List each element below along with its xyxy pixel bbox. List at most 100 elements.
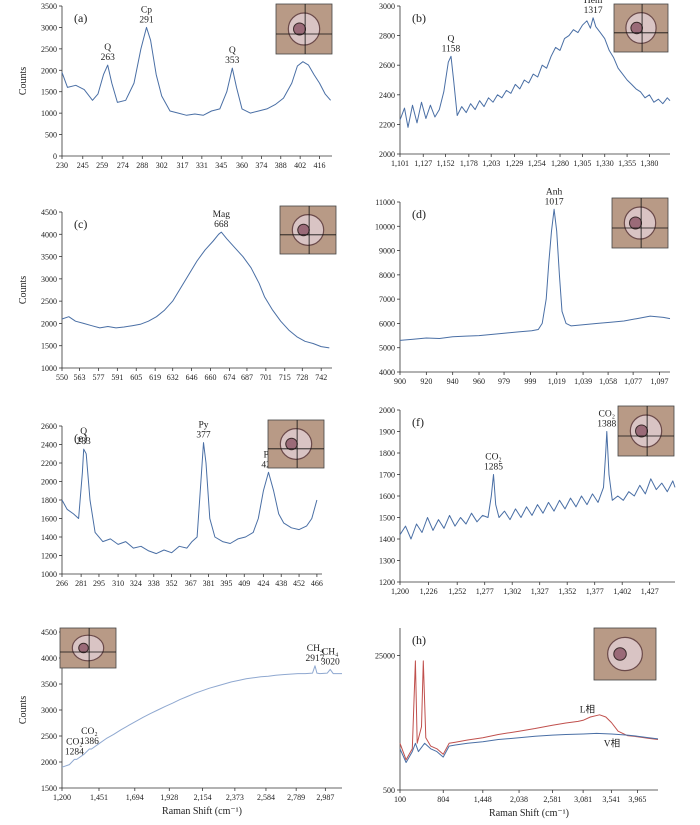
x-tick-label: 550 — [56, 373, 68, 382]
x-tick-label: 3,965 — [628, 795, 646, 804]
bubble-shape — [635, 424, 649, 438]
x-tick-label: 374 — [255, 161, 267, 170]
inclusion-photo-g — [59, 627, 117, 669]
x-tick-label: 1,352 — [558, 587, 576, 596]
bubble-shape — [293, 22, 307, 36]
peak-value: 283 — [77, 437, 92, 447]
panel-label: (c) — [74, 217, 87, 231]
photo-background — [279, 205, 337, 255]
y-tick-label: 1700 — [379, 471, 395, 480]
chart-panel-a: 0 500 1000 1500 2000 2500 3000 3500 230 245 259 274… — [18, 2, 333, 170]
x-tick-label: 331 — [196, 161, 208, 170]
series-label: V相 — [604, 738, 620, 750]
peak-label: Q — [229, 46, 236, 56]
x-tick-label: 452 — [293, 579, 305, 588]
x-tick-label: 1,200 — [53, 793, 71, 802]
y-tick-label: 1200 — [379, 578, 395, 587]
panel-label: (f) — [412, 415, 424, 429]
x-tick-label: 360 — [236, 161, 248, 170]
x-tick-label: 1,203 — [482, 159, 500, 168]
x-tick-label: 438 — [275, 579, 287, 588]
peak-label: Q — [448, 34, 455, 44]
x-tick-label: 1,280 — [551, 159, 569, 168]
x-axis-label: Raman Shift (cm⁻¹) — [489, 808, 569, 819]
series-line-b-0 — [399, 17, 671, 128]
y-tick-label: 1500 — [41, 88, 57, 97]
x-tick-label: 920 — [420, 377, 432, 386]
panel-label: (a) — [74, 11, 87, 25]
y-tick-label: 2800 — [379, 32, 395, 41]
peak-value: 353 — [225, 56, 240, 66]
x-tick-label: 295 — [93, 579, 105, 588]
x-tick-label: 563 — [74, 373, 86, 382]
x-tick-label: 1,252 — [448, 587, 466, 596]
y-tick-label: 2500 — [41, 732, 57, 741]
x-tick-label: 352 — [166, 579, 178, 588]
peak-value: 1158 — [442, 44, 461, 54]
y-tick-label: 1000 — [41, 364, 57, 373]
x-tick-label: 1,229 — [505, 159, 523, 168]
y-tick-label: 4500 — [41, 628, 57, 637]
panel-label: (h) — [412, 633, 426, 647]
x-tick-label: 1,355 — [618, 159, 636, 168]
x-tick-label: 1,097 — [650, 377, 668, 386]
bubble-shape — [78, 642, 89, 654]
y-tick-label: 2000 — [41, 66, 57, 75]
y-tick-label: 2000 — [41, 758, 57, 767]
y-tick-label: 3500 — [41, 253, 57, 262]
y-tick-label: 1600 — [379, 492, 395, 501]
x-tick-label: 2,987 — [316, 793, 334, 802]
x-tick-label: 317 — [176, 161, 188, 170]
x-tick-label: 338 — [148, 579, 160, 588]
x-tick-label: 960 — [473, 377, 485, 386]
x-tick-label: 259 — [96, 161, 108, 170]
x-tick-label: 1,178 — [460, 159, 478, 168]
y-tick-label: 1900 — [379, 428, 395, 437]
inclusion-photo-a — [275, 3, 333, 55]
x-tick-label: 281 — [75, 579, 87, 588]
x-tick-label: 310 — [112, 579, 124, 588]
peak-value: 2917 — [306, 654, 325, 664]
x-tick-label: 2,584 — [257, 793, 275, 802]
chart-panel-f: 1200 1300 1400 1500 1600 1700 1800 1900 2000 1,20… — [379, 405, 676, 596]
y-tick-label: 3000 — [41, 23, 57, 32]
x-tick-label: 416 — [314, 161, 326, 170]
y-tick-label: 1000 — [41, 109, 57, 118]
y-tick-label: 2600 — [41, 422, 57, 431]
peak-label: Cp — [141, 5, 152, 15]
y-tick-label: 2000 — [379, 150, 395, 159]
x-tick-label: 1,377 — [586, 587, 604, 596]
panel-label: (d) — [412, 207, 426, 221]
chart-panel-c: 1000 1500 2000 2500 3000 3500 4000 4500 550 563 57… — [18, 205, 337, 382]
peak-label: Py — [198, 421, 208, 431]
y-tick-label: 11000 — [375, 198, 395, 207]
x-tick-label: 1,427 — [641, 587, 659, 596]
x-tick-label: 1,327 — [531, 587, 549, 596]
x-tick-label: 1,380 — [640, 159, 658, 168]
series-line-c-0 — [61, 231, 330, 349]
peak-label: Hem — [584, 0, 603, 6]
y-tick-label: 4000 — [41, 654, 57, 663]
x-tick-label: 1,077 — [624, 377, 642, 386]
series-label: L相 — [580, 704, 595, 716]
x-tick-label: 999 — [524, 377, 536, 386]
peak-label: CO₂ — [485, 453, 502, 463]
series-line-d-0 — [399, 208, 671, 341]
peak-value: 3020 — [321, 657, 340, 667]
x-tick-label: 345 — [215, 161, 227, 170]
x-tick-label: 1,019 — [548, 377, 566, 386]
bubble-shape — [613, 647, 627, 661]
x-tick-label: 2,581 — [543, 795, 561, 804]
peak-label: CH₄ — [322, 647, 339, 657]
y-tick-label: 4000 — [379, 368, 395, 377]
peak-value: 1017 — [545, 197, 564, 207]
peak-value: 1317 — [584, 6, 603, 16]
series-line-a-0 — [61, 26, 331, 116]
x-tick-label: 1,305 — [573, 159, 591, 168]
y-tick-label: 1600 — [41, 515, 57, 524]
x-tick-label: 288 — [136, 161, 148, 170]
y-tick-label: 2200 — [379, 120, 395, 129]
y-tick-label: 6000 — [379, 319, 395, 328]
x-tick-label: 266 — [56, 579, 68, 588]
y-tick-label: 9000 — [379, 247, 395, 256]
